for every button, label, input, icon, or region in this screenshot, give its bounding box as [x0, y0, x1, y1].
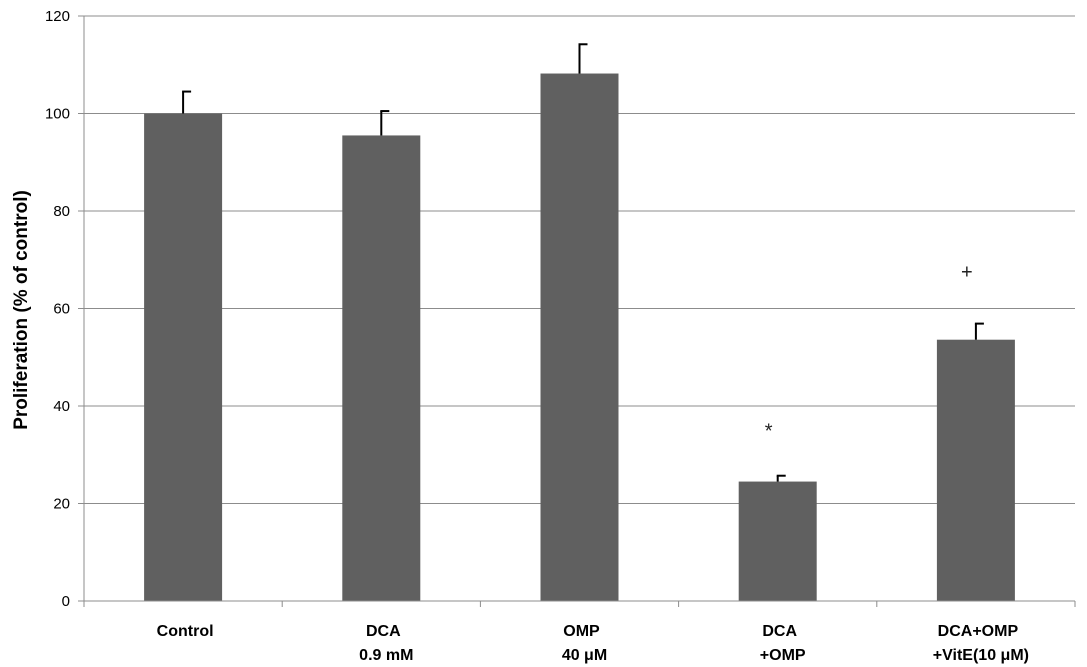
bar [936, 339, 1015, 601]
y-axis-label: Proliferation (% of control) [11, 190, 32, 430]
significance-marker: + [961, 262, 973, 284]
y-tick-label: 80 [53, 203, 70, 220]
x-tick-label: +VitE(10 μM) [933, 647, 1029, 664]
x-tick-label: Control [157, 623, 214, 640]
y-tick-label: 100 [45, 106, 70, 123]
y-tick-label: 40 [53, 398, 70, 415]
annotations: *+ [765, 262, 973, 443]
x-tick-label: DCA [366, 623, 401, 640]
y-tick-label: 120 [45, 8, 70, 25]
x-tick-label: OMP [563, 623, 600, 640]
x-tick-label: 0.9 mM [359, 647, 413, 664]
bar [144, 113, 223, 601]
y-tick-label: 60 [53, 301, 70, 318]
y-axis-ticks: 0 20 40 60 80 100 120 [45, 8, 84, 610]
x-tick-label: +OMP [760, 647, 806, 664]
x-axis [83, 16, 1076, 607]
significance-marker: * [765, 421, 773, 443]
bar [738, 481, 817, 601]
bar [342, 135, 421, 601]
error-bars [182, 43, 984, 482]
x-tick-label: 40 μM [562, 647, 607, 664]
y-tick-label: 0 [62, 593, 70, 610]
bars [144, 73, 1015, 601]
x-tick-label: DCA+OMP [938, 623, 1019, 640]
y-tick-label: 20 [53, 496, 70, 513]
bar [540, 73, 619, 601]
x-tick-label: DCA [762, 623, 797, 640]
